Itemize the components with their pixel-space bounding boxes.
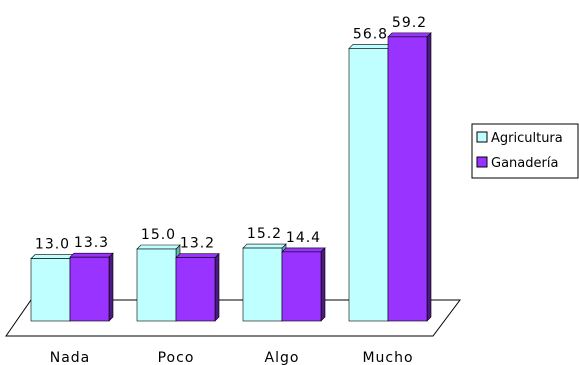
bar-side-ganadera-nada xyxy=(108,252,114,322)
bar-ganadera-nada xyxy=(69,256,110,322)
category-label-mucho: Mucho xyxy=(362,350,413,365)
bar-top-agricultura-mucho xyxy=(348,44,393,49)
category-label-nada: Nada xyxy=(50,350,91,365)
bar-top-ganadera-mucho xyxy=(387,32,432,38)
bar-agricultura-mucho xyxy=(348,48,389,322)
bar-side-ganadera-mucho xyxy=(426,32,432,322)
legend-box xyxy=(471,123,579,179)
value-label-agricultura-poco: 15.0 xyxy=(141,227,176,243)
bars xyxy=(30,32,432,322)
category-label-poco: Poco xyxy=(158,350,195,365)
legend-label-agricultura: Agricultura xyxy=(491,131,563,146)
bar-top-agricultura-nada xyxy=(30,254,75,259)
category-labels: Nada Poco Algo Mucho xyxy=(50,350,413,365)
bar-ganadera-poco xyxy=(175,257,216,322)
bar-top-agricultura-poco xyxy=(136,244,181,250)
legend-swatch-ganaderia xyxy=(476,156,488,168)
value-label-agricultura-algo: 15.2 xyxy=(247,226,282,242)
bar-agricultura-nada xyxy=(30,258,71,322)
value-label-ganadera-nada: 13.3 xyxy=(74,235,109,251)
value-label-ganadera-algo: 14.4 xyxy=(286,230,321,246)
legend-swatch-agricultura xyxy=(476,131,488,143)
bar-top-ganadera-algo xyxy=(281,247,326,253)
chart-floor xyxy=(5,299,461,337)
bar-top-agricultura-algo xyxy=(242,243,287,249)
value-label-agricultura-mucho: 56.8 xyxy=(353,26,388,42)
bar-top-ganadera-nada xyxy=(69,252,114,258)
value-label-agricultura-nada: 13.0 xyxy=(35,237,70,253)
value-label-ganadera-mucho: 59.2 xyxy=(392,15,427,31)
legend: Agricultura Ganadería xyxy=(471,123,579,179)
value-labels: 13.0 13.3 15.013.2 15.2 14.4 56.859.2 xyxy=(35,15,427,253)
value-label-ganadera-poco: 13.2 xyxy=(180,236,215,252)
bar-agricultura-poco xyxy=(136,248,177,322)
floor-plane xyxy=(5,299,461,337)
bar-ganadera-algo xyxy=(281,251,322,322)
category-label-algo: Algo xyxy=(265,350,300,365)
bar-ganadera-mucho xyxy=(387,36,428,322)
bar-top-ganadera-poco xyxy=(175,253,220,258)
legend-label-ganaderia: Ganadería xyxy=(491,156,558,171)
bar-side-ganadera-poco xyxy=(214,252,220,322)
bar-agricultura-algo xyxy=(242,247,283,322)
bar-side-ganadera-algo xyxy=(320,247,326,322)
